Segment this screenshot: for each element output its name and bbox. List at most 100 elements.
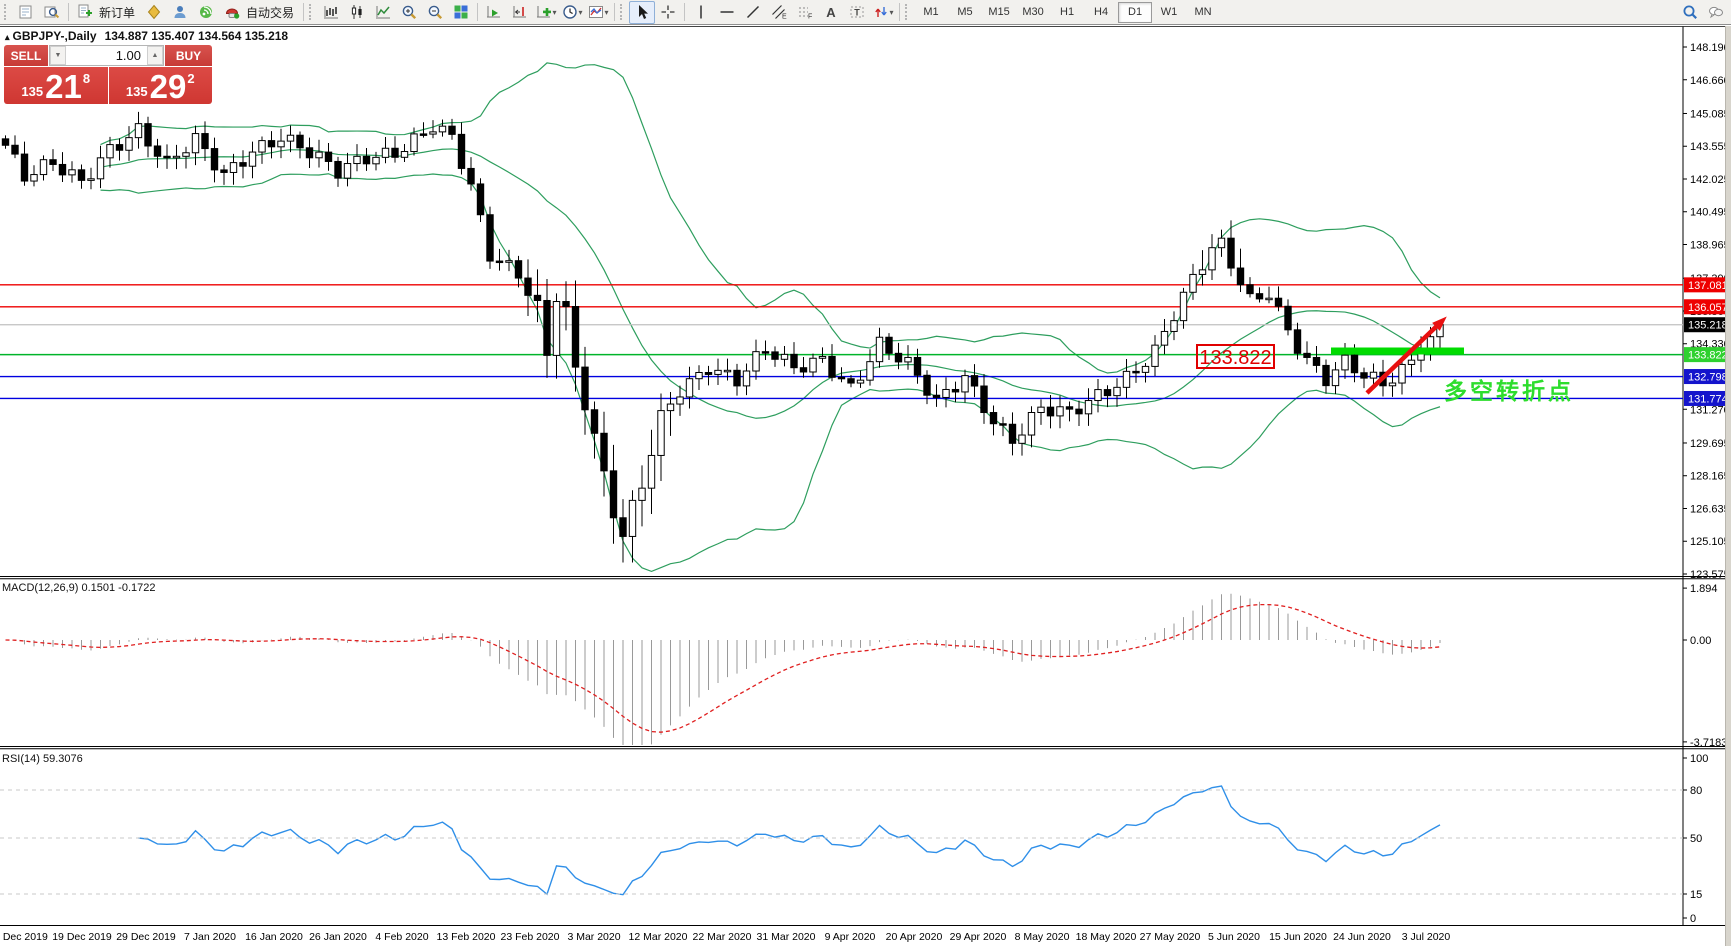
chart-shift-button[interactable] (507, 1, 533, 24)
bar-chart-button[interactable] (318, 1, 344, 24)
candle-body (1160, 330, 1169, 346)
timeframe-m1-button[interactable]: M1 (923, 6, 939, 18)
candle-body (1065, 406, 1074, 410)
trendline-button[interactable] (740, 1, 766, 24)
autotrading-button[interactable] (219, 1, 245, 24)
candle-body (875, 336, 884, 363)
auto-scroll-button[interactable] (481, 1, 507, 24)
trend-arrow-line[interactable] (1365, 320, 1443, 395)
templates-button[interactable]: ▾ (585, 1, 611, 24)
level-price-axis-badge (1684, 347, 1730, 363)
candle-body (847, 378, 855, 384)
horizontal-line-button[interactable] (714, 1, 740, 24)
cn-annotation-text[interactable]: 多空转折点 (1444, 378, 1574, 404)
timeframe-d1-button[interactable]: D1 (1118, 1, 1153, 23)
date-axis-label: 3 Mar 2020 (567, 931, 620, 943)
line-chart-button[interactable] (370, 1, 396, 24)
trend-arrow-head[interactable] (1432, 316, 1447, 331)
tile-windows-button[interactable] (448, 1, 474, 24)
level-price-axis-badge (1684, 369, 1730, 385)
volume-decrease-button[interactable]: ▼ (50, 46, 66, 65)
candle-body (1037, 406, 1045, 413)
new-order-button[interactable] (72, 1, 98, 24)
new-order-label: 新订单 (99, 5, 136, 20)
cursor-button[interactable] (629, 0, 656, 24)
candle-body (153, 145, 162, 157)
sell-button[interactable]: SELL (4, 45, 48, 66)
candle-body (1407, 359, 1416, 365)
buy-price[interactable]: 135 29 2 (108, 67, 212, 104)
candle-body (1227, 237, 1235, 269)
text-button[interactable]: A (818, 1, 844, 24)
zoom-out-button[interactable] (422, 1, 448, 24)
svg-text:T: T (854, 8, 860, 18)
bollinger-lower-band[interactable] (100, 173, 1441, 573)
timeframe-m15-button[interactable]: M15 (988, 6, 1010, 18)
rsi-axis-tick: 80 (1690, 785, 1702, 797)
candlestick-chart-button[interactable] (344, 1, 370, 24)
arrows-button[interactable]: ▾ (870, 1, 896, 24)
support-zone-bar[interactable] (1331, 347, 1464, 355)
chat-button[interactable] (1703, 1, 1729, 24)
candle-body (286, 134, 295, 142)
symbol-marker-icon: ▴ (5, 32, 10, 42)
vertical-line-button[interactable] (688, 1, 714, 24)
rsi-line[interactable] (138, 785, 1441, 896)
equidistant-channel-button[interactable]: E (766, 1, 792, 24)
timeframe-m30-button[interactable]: M30 (1022, 6, 1044, 18)
macd-axis-tick: 0.00 (1690, 635, 1711, 647)
timeframe-mn-button[interactable]: MN (1194, 6, 1212, 18)
date-axis-label: 31 Mar 2020 (757, 931, 816, 943)
candle-body (248, 151, 257, 167)
bollinger-middle-band[interactable] (100, 148, 1441, 419)
search-button[interactable] (1677, 1, 1703, 24)
bollinger-upper-band[interactable] (100, 62, 1441, 374)
level-price-axis-badge (1684, 277, 1730, 293)
candle-body (961, 375, 969, 393)
buy-button[interactable]: BUY (165, 45, 212, 66)
price-axis-tick: 145.085 (1690, 108, 1730, 120)
fibonacci-button[interactable]: F (792, 1, 818, 24)
timeframe-h1-button[interactable]: H1 (1060, 6, 1075, 18)
timeframe-h4-button[interactable]: H4 (1094, 6, 1109, 18)
zoom-in-button[interactable] (396, 1, 422, 24)
main-chart-pane[interactable]: 133.822 多空转折点 (0, 62, 1683, 573)
candle-body (1189, 273, 1197, 293)
text-label-button[interactable]: T (844, 1, 870, 24)
line-chart-icon (376, 6, 391, 19)
buy-price-figure: 135 (125, 84, 148, 99)
price-callout-text[interactable]: 133.822 (1199, 347, 1271, 369)
candle-body (590, 409, 599, 434)
volume-increase-button[interactable]: ▲ (147, 46, 163, 65)
crosshair-button[interactable] (655, 1, 681, 24)
candle-body (68, 169, 76, 176)
toolbar-grip (905, 4, 910, 20)
candle-body (495, 260, 504, 264)
toolbar-divider (303, 3, 305, 21)
macd-pane[interactable] (5, 593, 1441, 750)
rsi-pane[interactable] (0, 785, 1683, 896)
macd-signal-line[interactable] (5, 603, 1441, 733)
timeframe-m5-button[interactable]: M5 (957, 6, 973, 18)
signals-button[interactable] (193, 1, 219, 24)
date-axis-label: 20 Apr 2020 (886, 931, 943, 943)
level-price-text: 131.774 (1688, 393, 1728, 405)
candle-body (885, 336, 893, 354)
volume-input[interactable]: 1.00 (115, 48, 141, 63)
level-price-text: 135.218 (1688, 320, 1728, 332)
indicators-button[interactable]: ▾ (533, 1, 559, 24)
candle-body (809, 357, 817, 373)
data-window-button[interactable] (167, 1, 193, 24)
price-callout-box[interactable] (1196, 344, 1275, 369)
chart-page-button[interactable] (13, 1, 39, 24)
candle-body (381, 147, 390, 158)
periods-button[interactable]: ▾ (559, 1, 585, 24)
timeframe-w1-button[interactable]: W1 (1160, 6, 1178, 18)
market-watch-button[interactable] (141, 1, 167, 24)
candle-body (457, 133, 466, 169)
candle-body (1056, 406, 1064, 417)
chart-preview-button[interactable] (39, 1, 65, 24)
text-label-icon: T (850, 6, 864, 18)
sell-price[interactable]: 135 21 8 (4, 67, 108, 104)
